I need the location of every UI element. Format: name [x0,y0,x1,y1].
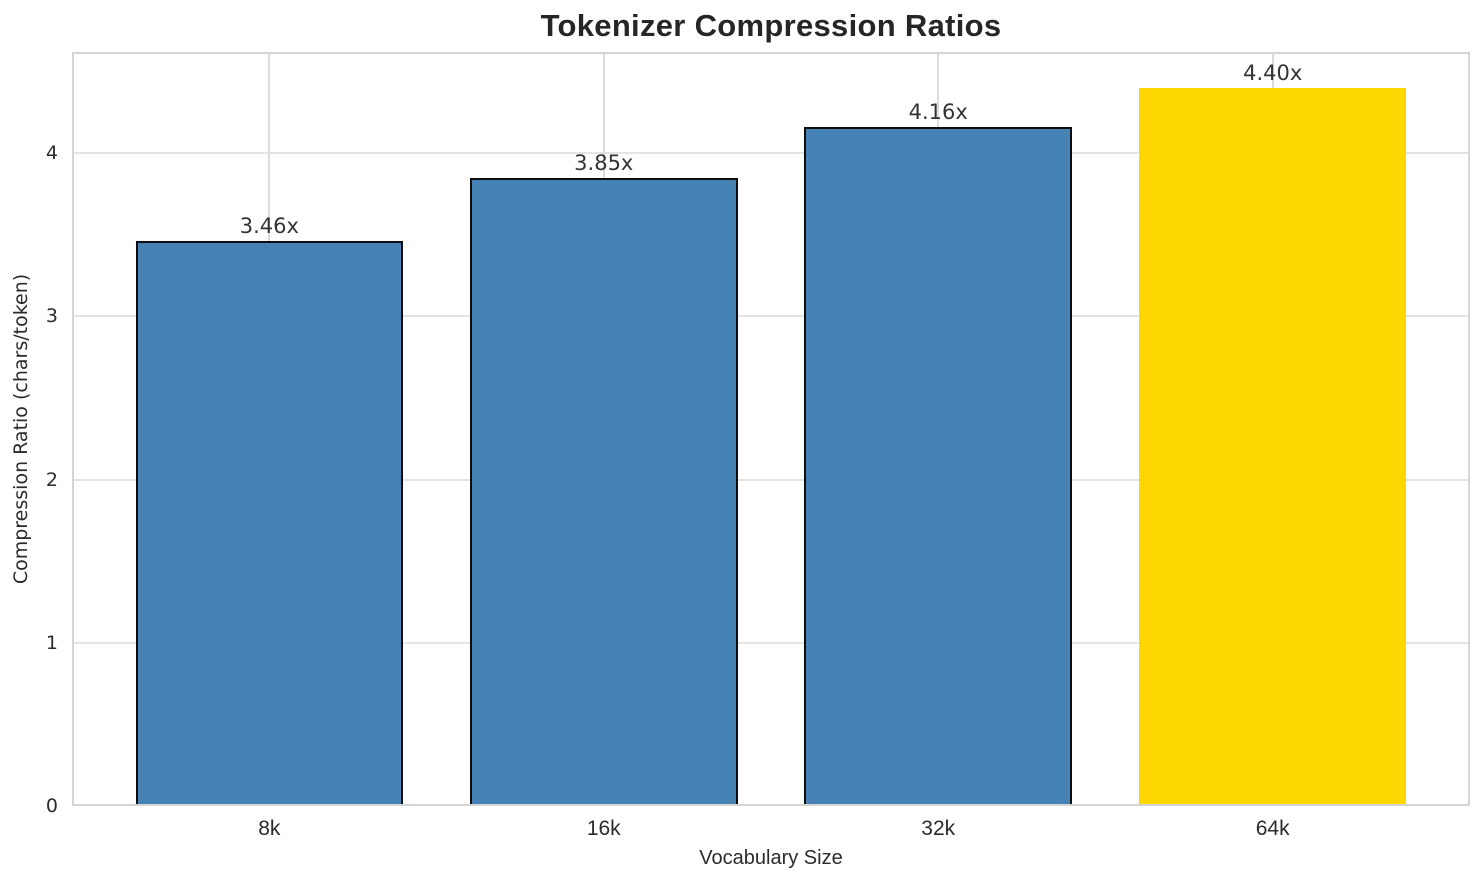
x-axis-label: Vocabulary Size [699,847,843,869]
bar-value-16k: 3.85x [574,150,634,175]
bar-8k [135,241,404,806]
bar-16k [469,177,738,806]
y-tick-4: 4 [45,142,58,165]
y-tick-2: 2 [45,468,58,491]
plot-area: 3.46x 3.85x 4.16x 4.40x [72,52,1470,806]
y-tick-0: 0 [45,795,58,817]
bar-64k [1138,87,1407,806]
y-tick-1: 1 [45,631,58,654]
h-gridline-4 [72,152,1470,155]
bar-value-64k: 4.40x [1243,60,1303,85]
bar-32k [804,127,1072,806]
x-tick-8k: 8k [258,817,281,840]
x-tick-32k: 32k [921,817,956,840]
h-gridline-1 [72,641,1470,644]
h-gridline-2 [72,478,1470,481]
bar-value-32k: 4.16x [908,99,968,124]
x-tick-16k: 16k [586,817,621,840]
bar-value-8k: 3.46x [239,214,299,239]
chart-title: Tokenizer Compression Ratios [540,8,1002,43]
y-tick-3: 3 [45,305,58,328]
h-gridline-3 [72,315,1470,318]
x-tick-64k: 64k [1255,817,1290,840]
